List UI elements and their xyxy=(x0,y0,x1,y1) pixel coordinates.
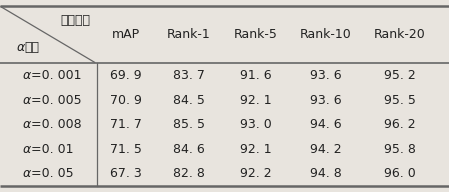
Text: Rank-1: Rank-1 xyxy=(167,28,211,41)
Text: 67. 3: 67. 3 xyxy=(110,167,142,180)
Text: 84. 6: 84. 6 xyxy=(173,143,205,156)
Text: =0. 05: =0. 05 xyxy=(31,167,74,180)
Text: 84. 5: 84. 5 xyxy=(173,94,205,107)
Text: 取值: 取值 xyxy=(25,41,40,54)
Text: 92. 2: 92. 2 xyxy=(240,167,271,180)
Text: 评价指标: 评价指标 xyxy=(60,14,90,27)
Text: α: α xyxy=(22,167,31,180)
Text: =0. 005: =0. 005 xyxy=(31,94,82,107)
Text: 95. 5: 95. 5 xyxy=(384,94,416,107)
Text: 70. 9: 70. 9 xyxy=(110,94,142,107)
Text: 85. 5: 85. 5 xyxy=(173,118,205,131)
Text: =0. 008: =0. 008 xyxy=(31,118,82,131)
Text: 71. 5: 71. 5 xyxy=(110,143,142,156)
Text: α: α xyxy=(22,94,31,107)
Text: 93. 6: 93. 6 xyxy=(310,69,342,82)
Text: =0. 001: =0. 001 xyxy=(31,69,81,82)
Text: 96. 0: 96. 0 xyxy=(384,167,416,180)
Text: 71. 7: 71. 7 xyxy=(110,118,142,131)
Text: 69. 9: 69. 9 xyxy=(110,69,142,82)
Text: 92. 1: 92. 1 xyxy=(240,94,271,107)
Text: mAP: mAP xyxy=(112,28,140,41)
Text: α: α xyxy=(17,41,25,54)
Text: α: α xyxy=(22,118,31,131)
Text: =0. 01: =0. 01 xyxy=(31,143,73,156)
Text: Rank-5: Rank-5 xyxy=(233,28,277,41)
Text: 94. 2: 94. 2 xyxy=(310,143,342,156)
Text: α: α xyxy=(22,69,31,82)
Text: 93. 6: 93. 6 xyxy=(310,94,342,107)
Text: Rank-20: Rank-20 xyxy=(374,28,426,41)
Text: 95. 8: 95. 8 xyxy=(384,143,416,156)
Text: 96. 2: 96. 2 xyxy=(384,118,416,131)
Text: 93. 0: 93. 0 xyxy=(240,118,271,131)
Text: 95. 2: 95. 2 xyxy=(384,69,416,82)
Text: 83. 7: 83. 7 xyxy=(173,69,205,82)
Text: 92. 1: 92. 1 xyxy=(240,143,271,156)
Text: 82. 8: 82. 8 xyxy=(173,167,205,180)
Text: 91. 6: 91. 6 xyxy=(240,69,271,82)
Text: 94. 6: 94. 6 xyxy=(310,118,342,131)
Text: Rank-10: Rank-10 xyxy=(300,28,352,41)
Text: 94. 8: 94. 8 xyxy=(310,167,342,180)
Text: α: α xyxy=(22,143,31,156)
